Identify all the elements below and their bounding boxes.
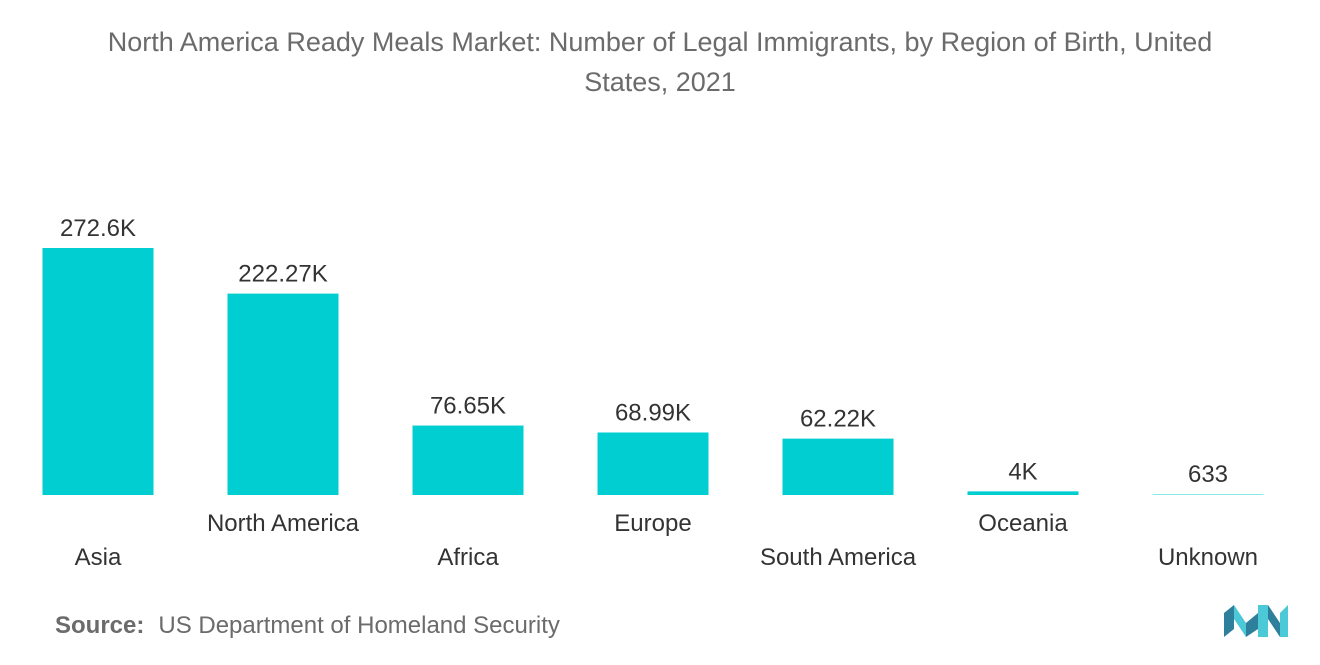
- data-label-3: 68.99K: [615, 399, 691, 426]
- source-label: Source:: [55, 612, 145, 639]
- bar-chart: 272.6K Asia 222.27K North America 76.65K Afri…: [42, 215, 1264, 571]
- category-label-3: Europe: [614, 510, 691, 537]
- bar-4: [782, 438, 894, 495]
- category-label-0: Asia: [75, 544, 122, 571]
- category-label-6: Unknown: [1158, 544, 1258, 571]
- data-label-4: 62.22K: [800, 406, 876, 433]
- chart-title-line-1: North America Ready Meals Market: Number…: [107, 27, 1213, 57]
- chart-title-line-2: States, 2021: [584, 67, 736, 97]
- category-label-2: Africa: [437, 544, 499, 571]
- data-label-0: 272.6K: [60, 215, 136, 242]
- data-label-2: 76.65K: [430, 393, 506, 420]
- data-label-6: 633: [1188, 461, 1228, 488]
- data-label-5: 4K: [1008, 458, 1037, 485]
- category-label-5: Oceania: [978, 510, 1068, 537]
- bar-3: [597, 432, 709, 495]
- data-label-1: 222.27K: [238, 261, 327, 288]
- source-text: US Department of Homeland Security: [158, 612, 560, 639]
- bar-5: [967, 491, 1079, 495]
- bar-2: [412, 425, 524, 495]
- chart-title: North America Ready Meals Market: Number…: [0, 22, 1320, 102]
- source-note: Source: US Department of Homeland Securit…: [55, 612, 560, 640]
- bar-6: [1152, 494, 1264, 495]
- category-label-4: South America: [760, 544, 917, 571]
- bar-0: [42, 248, 154, 495]
- bar-1: [227, 293, 339, 495]
- category-label-1: North America: [207, 510, 360, 537]
- mordor-logo-icon: [1224, 605, 1288, 637]
